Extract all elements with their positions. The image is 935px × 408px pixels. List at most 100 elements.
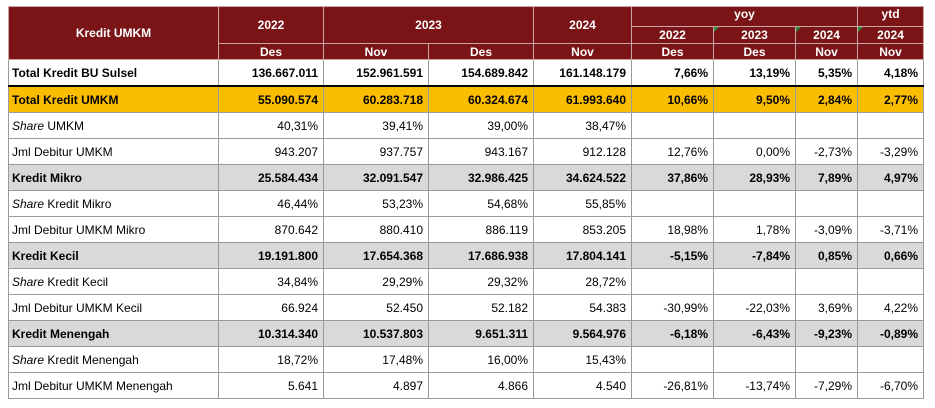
value-cell: 886.119 xyxy=(427,216,535,243)
row-label-italic: Share xyxy=(12,196,45,211)
value-cell: 29,29% xyxy=(323,268,429,295)
table-row: Jml Debitur UMKM Mikro 870.642 880.410 886.… xyxy=(8,216,925,243)
value-cell: 9.651.311 xyxy=(427,320,535,347)
row-label-text: Total Kredit BU Sulsel xyxy=(12,65,138,80)
yoy-cell xyxy=(713,112,797,139)
table-row: Share Kredit Menengah 18,72% 17,48% 16,00% 1… xyxy=(8,346,925,373)
row-label: Kredit Menengah xyxy=(8,320,219,347)
value-cell: 154.689.842 xyxy=(427,59,535,87)
table-row: Share Kredit Mikro 46,44% 53,23% 54,68% 55,8… xyxy=(8,190,925,217)
row-label: Total Kredit BU Sulsel xyxy=(8,59,219,87)
row-label: Kredit Mikro xyxy=(8,164,219,191)
value-cell: 55,85% xyxy=(533,190,633,217)
yoy-cell: 5,35% xyxy=(795,59,859,87)
value-cell: 870.642 xyxy=(218,216,324,243)
yoy-cell: 1,78% xyxy=(713,216,797,243)
header-ytd-month-2024: Nov xyxy=(857,43,925,60)
row-label: Total Kredit UMKM xyxy=(8,85,219,113)
row-label: Share Kredit Kecil xyxy=(8,268,219,295)
header-year-2023: 2023 xyxy=(322,6,535,44)
yoy-cell: 28,93% xyxy=(713,164,797,191)
yoy-cell: -7,29% xyxy=(795,372,859,399)
value-cell: 4.866 xyxy=(427,372,535,399)
value-cell: 39,00% xyxy=(427,112,535,139)
row-label-italic: Share xyxy=(12,118,45,133)
header-yoy: yoy xyxy=(631,6,859,27)
table-row: Kredit Kecil 19.191.800 17.654.368 17.686.9… xyxy=(8,242,925,269)
value-cell: 10.537.803 xyxy=(323,320,429,347)
header-yoy-month-2024: Nov xyxy=(795,43,859,60)
value-cell: 4.540 xyxy=(533,372,633,399)
row-label-text: Kredit Menengah xyxy=(12,326,110,341)
row-label-text: Kredit Mikro xyxy=(12,170,83,185)
yoy-cell xyxy=(795,112,859,139)
row-label-text: Kredit Menengah xyxy=(44,352,139,367)
row-label: Jml Debitur UMKM Kecil xyxy=(8,294,219,321)
row-label-text: Jml Debitur UMKM Kecil xyxy=(12,300,143,315)
yoy-cell: -7,84% xyxy=(713,242,797,269)
row-label-text: Jml Debitur UMKM Mikro xyxy=(12,222,146,237)
value-cell: 18,72% xyxy=(218,346,324,373)
kredit-umkm-table: Kredit UMKM 2022 2023 2024 yoy ytd 2022 … xyxy=(8,6,925,399)
header-yoy-year-2024: 2024 xyxy=(795,26,859,44)
yoy-cell: -6,18% xyxy=(631,320,715,347)
yoy-cell xyxy=(795,268,859,295)
value-cell: 39,41% xyxy=(323,112,429,139)
value-cell: 16,00% xyxy=(427,346,535,373)
yoy-cell: -22,03% xyxy=(713,294,797,321)
row-label-text: Jml Debitur UMKM xyxy=(12,144,113,159)
header-month-nov-2023: Nov xyxy=(323,43,429,60)
value-cell: 54,68% xyxy=(427,190,535,217)
ytd-cell: -6,70% xyxy=(857,372,925,399)
header-year-2024: 2024 xyxy=(533,6,633,44)
ytd-cell: 4,22% xyxy=(857,294,925,321)
value-cell: 66.924 xyxy=(218,294,324,321)
yoy-cell: 7,66% xyxy=(631,59,715,87)
table-row: Share UMKM 40,31% 39,41% 39,00% 38,47% xyxy=(8,112,925,139)
ytd-cell xyxy=(857,190,925,217)
value-cell: 17.804.141 xyxy=(533,242,633,269)
header-yoy-year-2023: 2023 xyxy=(713,26,797,44)
header-month-des-2022: Des xyxy=(218,43,324,60)
value-cell: 52.450 xyxy=(323,294,429,321)
header-month-des-2023: Des xyxy=(427,43,535,60)
value-cell: 937.757 xyxy=(323,138,429,165)
value-cell: 55.090.574 xyxy=(218,85,324,113)
yoy-cell: 12,76% xyxy=(631,138,715,165)
row-label-italic: Share xyxy=(12,352,45,367)
yoy-cell: 0,85% xyxy=(795,242,859,269)
yoy-cell: 0,00% xyxy=(713,138,797,165)
yoy-cell: 18,98% xyxy=(631,216,715,243)
header-yoy-month-2023: Des xyxy=(713,43,797,60)
value-cell: 912.128 xyxy=(533,138,633,165)
row-label-text: Jml Debitur UMKM Menengah xyxy=(12,378,173,393)
row-label: Share Kredit Menengah xyxy=(8,346,219,373)
yoy-cell xyxy=(631,112,715,139)
value-cell: 152.961.591 xyxy=(323,59,429,87)
yoy-cell: 9,50% xyxy=(713,85,797,113)
yoy-cell: 2,84% xyxy=(795,85,859,113)
yoy-cell: -2,73% xyxy=(795,138,859,165)
yoy-cell xyxy=(713,190,797,217)
value-cell: 161.148.179 xyxy=(533,59,633,87)
row-label: Share Kredit Mikro xyxy=(8,190,219,217)
yoy-cell: 37,86% xyxy=(631,164,715,191)
yoy-cell: -9,23% xyxy=(795,320,859,347)
value-cell: 9.564.976 xyxy=(533,320,633,347)
value-cell: 32.091.547 xyxy=(323,164,429,191)
value-cell: 853.205 xyxy=(533,216,633,243)
yoy-cell xyxy=(713,346,797,373)
table-row: Kredit Mikro 25.584.434 32.091.547 32.986.4… xyxy=(8,164,925,191)
value-cell: 880.410 xyxy=(323,216,429,243)
row-label: Jml Debitur UMKM xyxy=(8,138,219,165)
ytd-cell: -3,71% xyxy=(857,216,925,243)
value-cell: 46,44% xyxy=(218,190,324,217)
yoy-cell: -30,99% xyxy=(631,294,715,321)
ytd-cell: 4,97% xyxy=(857,164,925,191)
header-yoy-month-2022: Des xyxy=(631,43,715,60)
value-cell: 28,72% xyxy=(533,268,633,295)
value-cell: 17,48% xyxy=(323,346,429,373)
header-yoy-year-2022: 2022 xyxy=(631,26,715,44)
yoy-cell xyxy=(631,268,715,295)
ytd-cell: -3,29% xyxy=(857,138,925,165)
